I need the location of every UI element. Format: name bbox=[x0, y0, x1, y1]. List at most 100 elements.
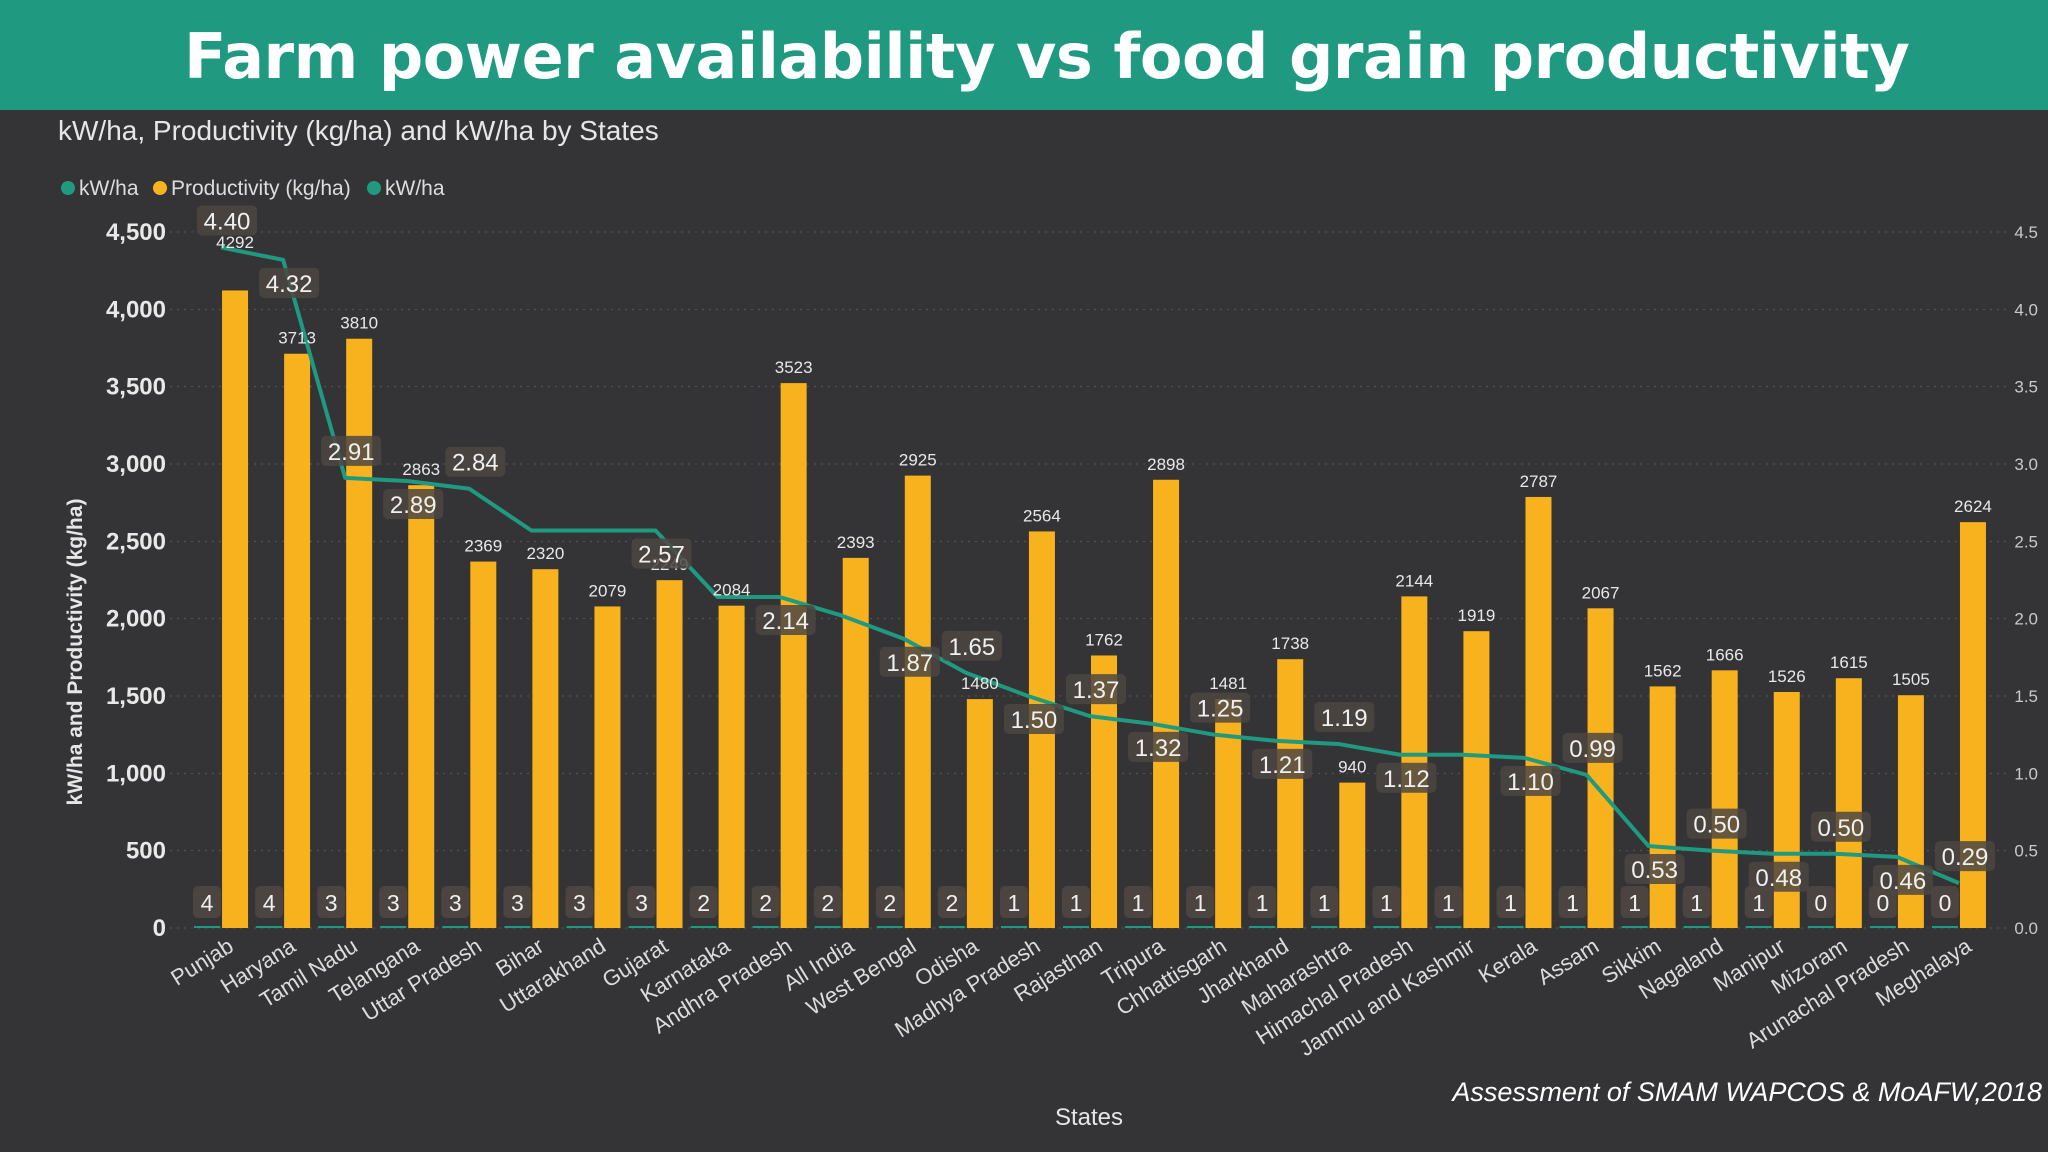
kwha-label-box bbox=[565, 886, 594, 918]
kwha-bar-label: 1 bbox=[1132, 890, 1145, 916]
kwha-bar-label: 0 bbox=[1876, 890, 1889, 916]
y2-tick-label: 4.5 bbox=[2014, 223, 2038, 242]
y2-tick-label: 2.5 bbox=[2014, 532, 2038, 551]
legend: kW/ha Productivity (kg/ha) kW/ha bbox=[61, 177, 445, 200]
bar-productivity bbox=[966, 699, 993, 928]
kwha-bar-label: 0 bbox=[1814, 890, 1827, 916]
kwha-bar-label: 1 bbox=[1070, 890, 1083, 916]
kwha-line-label-box bbox=[1624, 854, 1685, 885]
y2-tick-label: 3.0 bbox=[2014, 455, 2038, 474]
bar-productivity bbox=[346, 338, 373, 929]
kwha-line-label: 1.87 bbox=[886, 650, 933, 677]
kwha-line-label-box bbox=[755, 605, 816, 636]
bar-kwha bbox=[1683, 926, 1710, 928]
bar-kwha bbox=[1249, 926, 1276, 928]
bar-kwha bbox=[1000, 926, 1027, 928]
bar-kwha bbox=[1497, 926, 1524, 928]
kwha-line-label-box bbox=[1066, 674, 1126, 705]
bar-kwha bbox=[194, 926, 221, 928]
kwha-bar-label: 3 bbox=[511, 890, 524, 916]
kwha-label-box bbox=[1124, 886, 1153, 918]
productivity-label: 1919 bbox=[1457, 606, 1495, 625]
bar-productivity bbox=[1463, 631, 1490, 928]
kwha-line-label: 4.32 bbox=[266, 271, 313, 298]
kwha-line-label: 1.50 bbox=[1011, 707, 1058, 734]
kwha-label-box bbox=[379, 886, 408, 918]
productivity-label: 1481 bbox=[1209, 674, 1247, 693]
kwha-label-box bbox=[999, 886, 1028, 918]
kwha-bar-label: 3 bbox=[449, 890, 462, 916]
bar-kwha bbox=[628, 926, 655, 928]
kwha-label-box bbox=[1744, 886, 1773, 918]
kwha-bar-label: 3 bbox=[573, 890, 586, 916]
kwha-label-box bbox=[441, 886, 470, 918]
bar-kwha bbox=[814, 926, 841, 928]
bar-productivity bbox=[780, 383, 807, 928]
productivity-label: 940 bbox=[1338, 758, 1366, 777]
y-tick-label: 500 bbox=[126, 838, 166, 865]
kwha-line-label-box bbox=[197, 205, 258, 236]
kwha-bar-label: 3 bbox=[635, 890, 648, 916]
title-bar: Farm power availability vs food grain pr… bbox=[0, 0, 2048, 110]
legend-label-productivity: Productivity (kg/ha) bbox=[171, 177, 351, 200]
bar-kwha bbox=[1745, 926, 1772, 928]
y-tick-label: 2,000 bbox=[106, 606, 166, 633]
bar-productivity bbox=[1649, 686, 1676, 928]
bar-productivity bbox=[594, 606, 621, 928]
kwha-bar-label: 1 bbox=[1380, 890, 1393, 916]
productivity-label: 2320 bbox=[526, 544, 564, 563]
kwha-line-label: 0.99 bbox=[1569, 736, 1616, 763]
legend-swatch-kwha bbox=[61, 181, 75, 195]
kwha-line-label: 0.50 bbox=[1817, 815, 1864, 842]
legend-swatch-kwha-line bbox=[367, 181, 381, 195]
kwha-label-box bbox=[1930, 886, 1959, 918]
bar-productivity bbox=[532, 569, 559, 928]
kwha-bar-label: 1 bbox=[1256, 890, 1269, 916]
productivity-label: 2898 bbox=[1147, 455, 1185, 474]
y-tick-label: 0 bbox=[153, 915, 166, 942]
kwha-line-label: 1.25 bbox=[1197, 696, 1244, 723]
kwha-bar-label: 1 bbox=[1442, 890, 1455, 916]
page-title: Farm power availability vs food grain pr… bbox=[184, 20, 1910, 93]
kwha-line-label-box bbox=[1190, 692, 1251, 723]
bar-productivity bbox=[222, 290, 249, 928]
kwha-line-label: 0.48 bbox=[1755, 865, 1802, 892]
bar-productivity bbox=[470, 561, 497, 928]
kwha-bar-label: 2 bbox=[945, 890, 958, 916]
kwha-label-box bbox=[937, 886, 966, 918]
legend-label-kwha-line: kW/ha bbox=[385, 177, 445, 200]
y-tick-label: 2,500 bbox=[106, 528, 166, 555]
bar-kwha bbox=[1435, 926, 1462, 928]
productivity-label: 2144 bbox=[1395, 571, 1433, 590]
kwha-bar-label: 1 bbox=[1504, 890, 1517, 916]
bar-productivity bbox=[656, 580, 683, 928]
y2-tick-label: 0.0 bbox=[2014, 919, 2038, 938]
productivity-label: 1615 bbox=[1830, 653, 1868, 672]
kwha-line-label: 0.29 bbox=[1942, 844, 1989, 871]
kwha-bar-label: 4 bbox=[263, 890, 276, 916]
bar-kwha bbox=[876, 926, 903, 928]
kwha-bar-label: 3 bbox=[387, 890, 400, 916]
bar-productivity bbox=[1587, 608, 1614, 928]
bar-kwha bbox=[1311, 926, 1338, 928]
kwha-line-label-box bbox=[1872, 864, 1933, 895]
kwha-bar-label: 2 bbox=[821, 890, 834, 916]
kwha-label-box bbox=[751, 886, 780, 918]
kwha-label-box bbox=[1186, 886, 1215, 918]
productivity-label: 1480 bbox=[961, 674, 999, 693]
bar-productivity bbox=[1277, 659, 1304, 928]
x-tick-label: Assam bbox=[1533, 933, 1603, 990]
bar-kwha bbox=[938, 926, 965, 928]
bar-kwha bbox=[1621, 926, 1648, 928]
kwha-label-box bbox=[1682, 886, 1711, 918]
bar-productivity bbox=[842, 557, 869, 928]
bar-kwha bbox=[318, 926, 345, 928]
kwha-bar-label: 1 bbox=[1008, 890, 1021, 916]
kwha-bar-label: 2 bbox=[883, 890, 896, 916]
kwha-line-label: 0.46 bbox=[1880, 868, 1927, 895]
bar-kwha bbox=[1559, 926, 1586, 928]
kwha-line-label-box bbox=[259, 267, 320, 298]
kwha-line-label: 2.14 bbox=[762, 608, 809, 635]
bar-productivity bbox=[1401, 596, 1428, 928]
y2-tick-label: 1.5 bbox=[2014, 687, 2038, 706]
